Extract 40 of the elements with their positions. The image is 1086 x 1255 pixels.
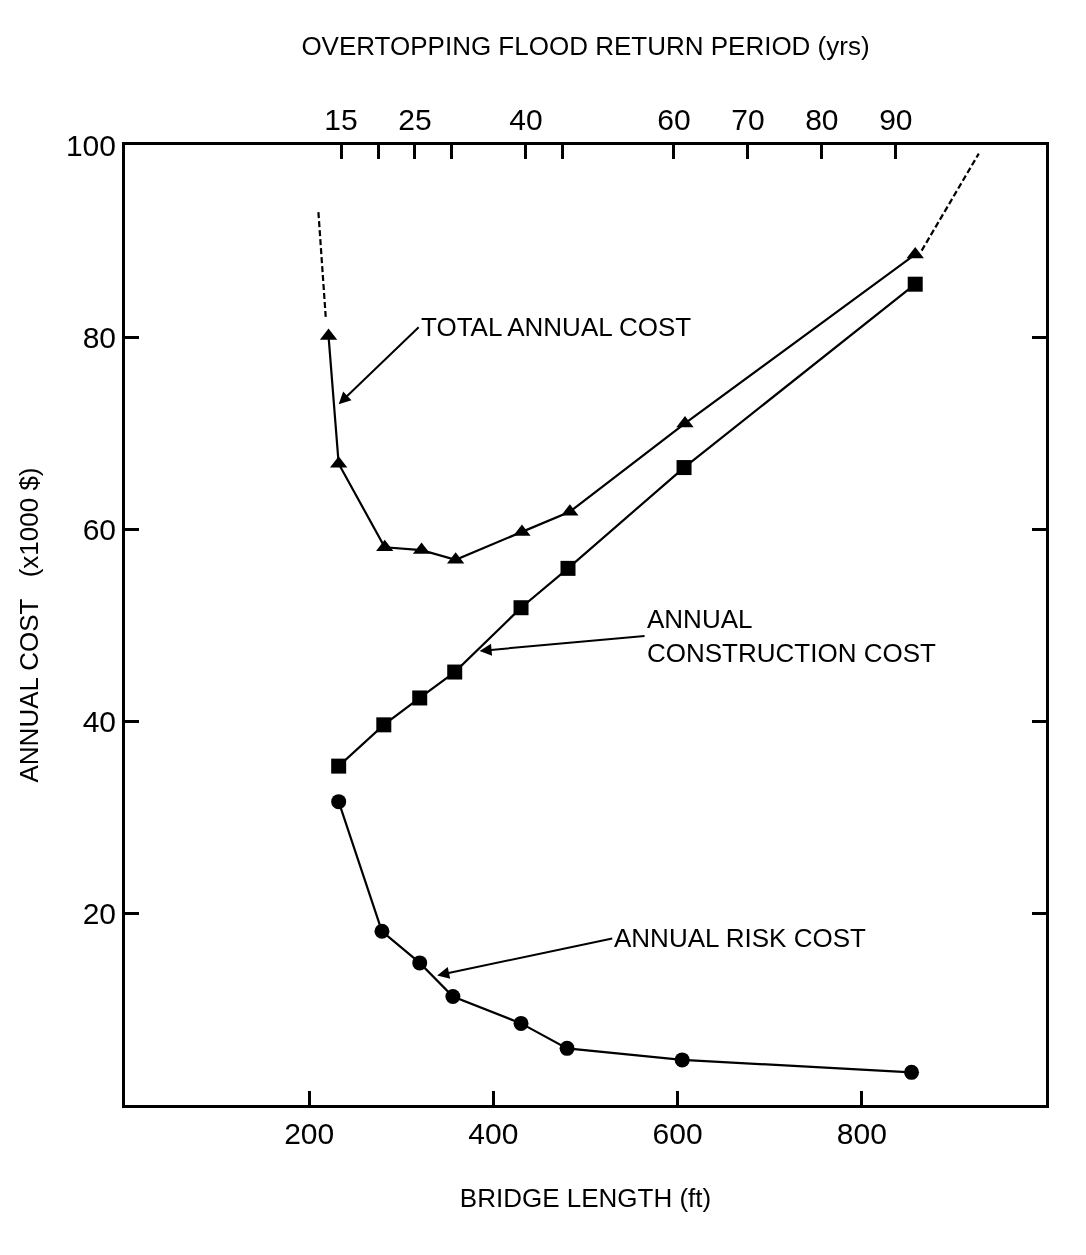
point <box>445 989 461 1005</box>
point <box>674 1052 690 1068</box>
point <box>412 955 428 971</box>
annotation: ANNUAL CONSTRUCTION COST <box>647 604 936 668</box>
x2-tick-label: 25 <box>398 103 432 136</box>
x2-tick-label: 70 <box>731 103 765 136</box>
y-tick-label: 20 <box>82 896 116 930</box>
y-tick-label: 40 <box>82 704 116 738</box>
point <box>331 758 347 774</box>
x2-tick-label: 80 <box>805 103 839 136</box>
x2-tick-label: 90 <box>879 103 913 136</box>
point <box>676 460 692 476</box>
point <box>447 664 463 680</box>
y-axis-title: ANNUAL COST (x1000 $) <box>14 467 45 783</box>
annotation: TOTAL ANNUAL COST <box>421 312 692 342</box>
point <box>331 794 347 810</box>
x-tick-label: 400 <box>468 1117 519 1150</box>
point <box>513 1015 529 1031</box>
x2-tick-label: 60 <box>657 103 691 136</box>
x2-axis-title: OVERTOPPING FLOOD RETURN PERIOD (yrs) <box>301 31 870 62</box>
x-tick-label: 600 <box>652 1117 703 1150</box>
point <box>560 560 576 576</box>
x2-tick-label: 40 <box>509 103 543 136</box>
point <box>907 276 923 292</box>
x-tick-label: 200 <box>284 1117 335 1150</box>
annotation: ANNUAL RISK COST <box>614 923 866 953</box>
y-tick-label: 60 <box>82 512 116 546</box>
point <box>376 717 392 733</box>
point <box>676 415 694 428</box>
x-axis-title: BRIDGE LENGTH (ft) <box>459 1182 712 1213</box>
point <box>374 923 390 939</box>
point <box>904 1064 920 1080</box>
y-tick-label: 100 <box>65 128 116 162</box>
point <box>513 600 529 616</box>
x-tick-label: 800 <box>836 1117 887 1150</box>
x2-tick-label: 15 <box>324 103 358 136</box>
y-tick-label: 80 <box>82 320 116 354</box>
point <box>906 246 924 259</box>
point <box>412 690 428 706</box>
point <box>559 1040 575 1056</box>
